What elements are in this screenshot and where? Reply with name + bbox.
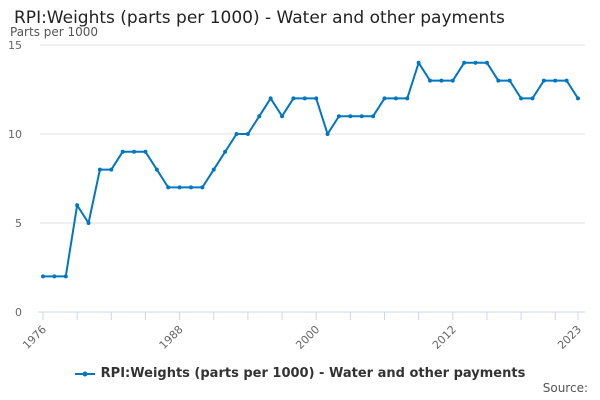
y-tick-label: 10 (8, 128, 22, 141)
data-point (75, 203, 80, 208)
chart-title: RPI:Weights (parts per 1000) - Water and… (14, 8, 505, 28)
data-point (496, 78, 501, 83)
data-point (507, 78, 512, 83)
legend-label: RPI:Weights (parts per 1000) - Water and… (100, 366, 526, 381)
data-point (52, 274, 57, 279)
source-label: Source: (542, 381, 588, 395)
x-tick-label: 2012 (430, 323, 459, 352)
data-point (166, 185, 171, 190)
legend[interactable]: RPI:Weights (parts per 1000) - Water and… (0, 366, 600, 381)
data-point (97, 167, 102, 172)
data-point (154, 167, 159, 172)
y-tick-label: 0 (15, 306, 22, 319)
data-point (371, 114, 376, 119)
data-point (519, 96, 524, 101)
data-point (416, 60, 421, 65)
data-point (541, 78, 546, 83)
data-point (223, 149, 228, 154)
data-point (359, 114, 364, 119)
data-point (325, 132, 330, 136)
data-point (576, 96, 580, 101)
data-point (291, 96, 296, 101)
data-point (41, 274, 45, 279)
data-point (188, 185, 193, 190)
data-point (450, 78, 455, 83)
data-point (143, 149, 148, 154)
series-line (43, 60, 579, 278)
y-tick-label: 5 (15, 217, 22, 230)
data-point (234, 132, 239, 136)
data-point (257, 114, 262, 119)
data-point (393, 96, 398, 101)
data-point (302, 96, 307, 101)
data-point (280, 114, 285, 119)
data-point (348, 114, 353, 119)
legend-swatch (74, 371, 95, 376)
x-tick-label: 2000 (293, 323, 322, 352)
data-point (120, 149, 125, 154)
y-axis-label: Parts per 1000 (10, 25, 99, 39)
data-point (530, 96, 535, 101)
data-point (245, 132, 250, 136)
data-point (177, 185, 182, 190)
data-point (473, 60, 478, 65)
data-point (405, 96, 410, 101)
x-tick-label: 1976 (20, 323, 49, 352)
data-point (439, 78, 444, 83)
y-tick-label: 15 (8, 39, 22, 52)
data-point (336, 114, 341, 119)
data-point (382, 96, 387, 101)
data-point (462, 60, 467, 65)
data-point (268, 96, 273, 101)
data-point (211, 167, 216, 172)
data-point (63, 274, 68, 279)
data-point (553, 78, 558, 83)
data-point (200, 185, 205, 190)
x-tick-label: 1988 (157, 323, 186, 352)
data-point (109, 167, 114, 172)
data-point (428, 78, 433, 83)
data-point (484, 60, 489, 65)
x-tick-label: 2023 (555, 323, 584, 352)
data-point (132, 149, 137, 154)
data-point (314, 96, 319, 101)
data-point (86, 221, 91, 225)
data-point (564, 78, 569, 83)
